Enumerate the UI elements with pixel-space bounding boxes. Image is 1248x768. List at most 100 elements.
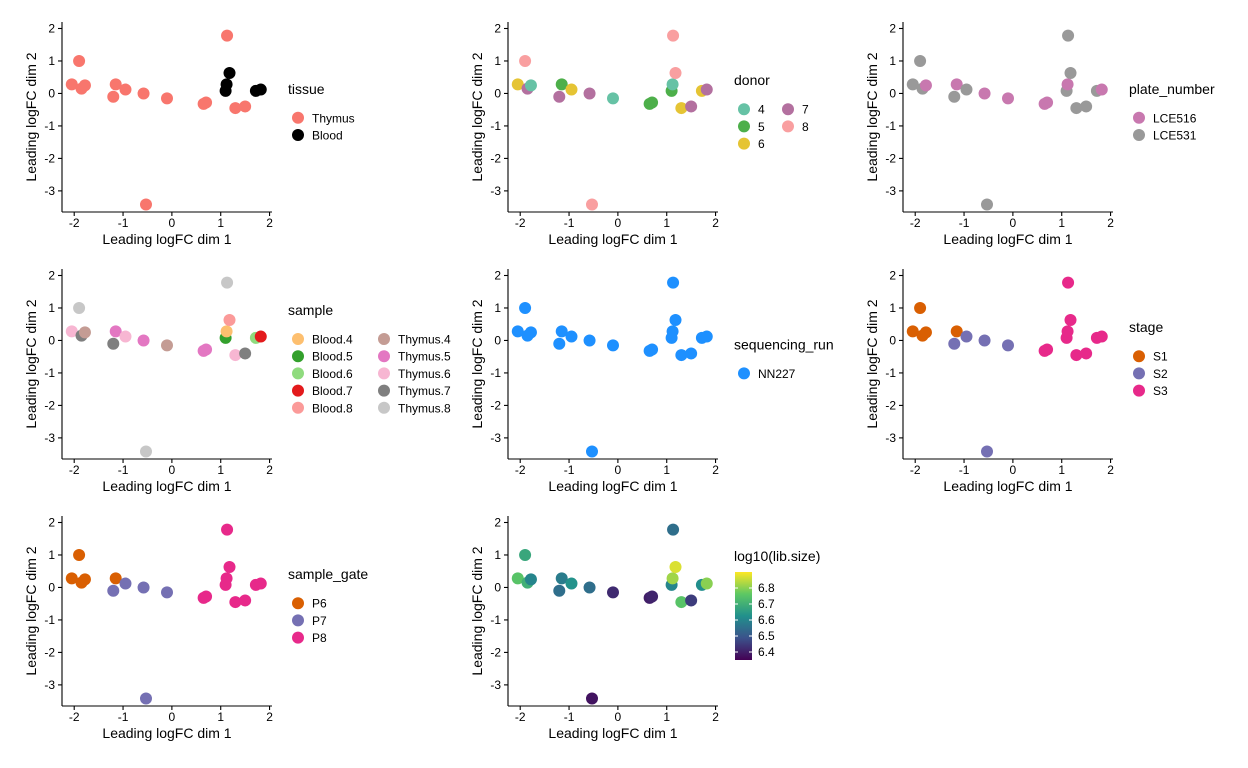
legend-title: donor xyxy=(734,72,770,88)
data-point xyxy=(524,79,537,92)
data-point xyxy=(73,54,86,67)
data-point xyxy=(583,581,596,594)
legend-key xyxy=(378,401,390,414)
y-tick-label: -3 xyxy=(490,184,501,198)
data-point xyxy=(239,347,252,360)
legend-label: Thymus.7 xyxy=(398,384,451,398)
data-point xyxy=(978,334,991,347)
data-point xyxy=(1095,83,1108,96)
x-tick-label: -2 xyxy=(69,463,80,477)
legend-key xyxy=(292,350,304,363)
y-tick-label: 2 xyxy=(494,515,501,529)
y-tick-label: -1 xyxy=(490,119,501,133)
x-tick-label: 1 xyxy=(217,216,224,230)
x-tick-label: 2 xyxy=(712,710,719,724)
y-tick-label: 1 xyxy=(494,54,501,68)
x-tick-label: 0 xyxy=(169,710,176,724)
data-point xyxy=(78,573,91,586)
legend-key xyxy=(738,120,750,133)
y-tick-label: 0 xyxy=(494,86,501,100)
y-tick-label: -3 xyxy=(44,678,55,692)
y-tick-label: 2 xyxy=(48,268,55,282)
data-point xyxy=(553,337,566,350)
data-point xyxy=(109,572,122,585)
x-tick-label: -1 xyxy=(564,216,575,230)
data-point xyxy=(1041,96,1054,109)
data-point xyxy=(669,313,682,326)
legend-label: P7 xyxy=(312,614,327,628)
data-point xyxy=(981,445,993,458)
y-tick-label: -2 xyxy=(44,151,55,165)
data-point xyxy=(1062,29,1075,42)
data-point xyxy=(607,92,619,105)
y-tick-label: 0 xyxy=(48,333,55,347)
legend-key xyxy=(292,614,304,627)
data-point xyxy=(1002,92,1014,105)
data-point xyxy=(586,198,598,211)
data-point xyxy=(948,337,961,350)
x-tick-label: -1 xyxy=(118,710,129,724)
data-point xyxy=(65,572,78,585)
y-tick-label: -2 xyxy=(885,151,896,165)
y-tick-label: -1 xyxy=(885,119,896,133)
legend-key xyxy=(782,120,794,133)
colorbar-label: 6.7 xyxy=(758,597,775,611)
legend-label: 4 xyxy=(758,103,765,117)
data-point xyxy=(223,313,236,326)
legend-key xyxy=(292,129,304,141)
y-tick-label: -2 xyxy=(490,151,501,165)
y-tick-label: -2 xyxy=(44,398,55,412)
x-tick-label: 0 xyxy=(1010,463,1017,477)
y-tick-label: 2 xyxy=(494,21,501,35)
data-point xyxy=(667,29,680,42)
legend-key xyxy=(292,111,304,124)
x-tick-label: -2 xyxy=(69,216,80,230)
data-point xyxy=(1064,313,1077,326)
data-point xyxy=(607,586,619,599)
data-point xyxy=(140,445,152,458)
data-point xyxy=(685,100,698,113)
y-axis-label: Leading logFC dim 2 xyxy=(469,546,485,675)
data-point xyxy=(524,573,537,586)
data-point xyxy=(646,590,659,603)
colorbar-label: 6.8 xyxy=(758,581,775,595)
x-tick-label: 1 xyxy=(663,710,670,724)
panel-sample: -2 -1 0 1 2 -3 -2 -1 0 1 2 Leading logFC dim 1 Leadi… xyxy=(23,268,451,494)
data-point xyxy=(161,586,173,599)
data-point xyxy=(1061,78,1074,91)
legend-key xyxy=(1133,350,1145,363)
data-point xyxy=(220,78,233,91)
x-axis-label: Leading logFC dim 1 xyxy=(102,231,231,247)
legend-label: Blood.5 xyxy=(312,350,353,364)
data-point xyxy=(1041,343,1054,356)
data-point xyxy=(73,548,86,561)
y-tick-label: 0 xyxy=(48,86,55,100)
x-axis-label: Leading logFC dim 1 xyxy=(548,725,677,741)
data-point xyxy=(220,572,233,585)
data-point xyxy=(666,325,679,338)
data-point xyxy=(700,330,713,343)
data-point xyxy=(565,577,578,590)
x-tick-label: 1 xyxy=(1058,216,1065,230)
x-tick-label: 0 xyxy=(169,463,176,477)
legend-label: S1 xyxy=(1153,350,1168,364)
x-tick-label: 1 xyxy=(217,710,224,724)
y-tick-label: 2 xyxy=(48,515,55,529)
y-tick-label: 1 xyxy=(48,548,55,562)
x-tick-label: 1 xyxy=(663,216,670,230)
data-point xyxy=(1062,276,1075,289)
data-point xyxy=(78,326,91,339)
x-tick-label: -2 xyxy=(515,216,526,230)
x-axis-label: Leading logFC dim 1 xyxy=(943,231,1072,247)
data-point xyxy=(519,301,532,314)
y-tick-label: 1 xyxy=(494,548,501,562)
y-axis-label: Leading logFC dim 2 xyxy=(864,52,880,181)
x-tick-label: -1 xyxy=(564,463,575,477)
x-tick-label: -2 xyxy=(910,463,921,477)
data-point xyxy=(960,83,973,96)
data-point xyxy=(119,330,132,343)
data-point xyxy=(511,572,524,585)
y-tick-label: 2 xyxy=(889,268,896,282)
y-tick-label: -1 xyxy=(490,613,501,627)
